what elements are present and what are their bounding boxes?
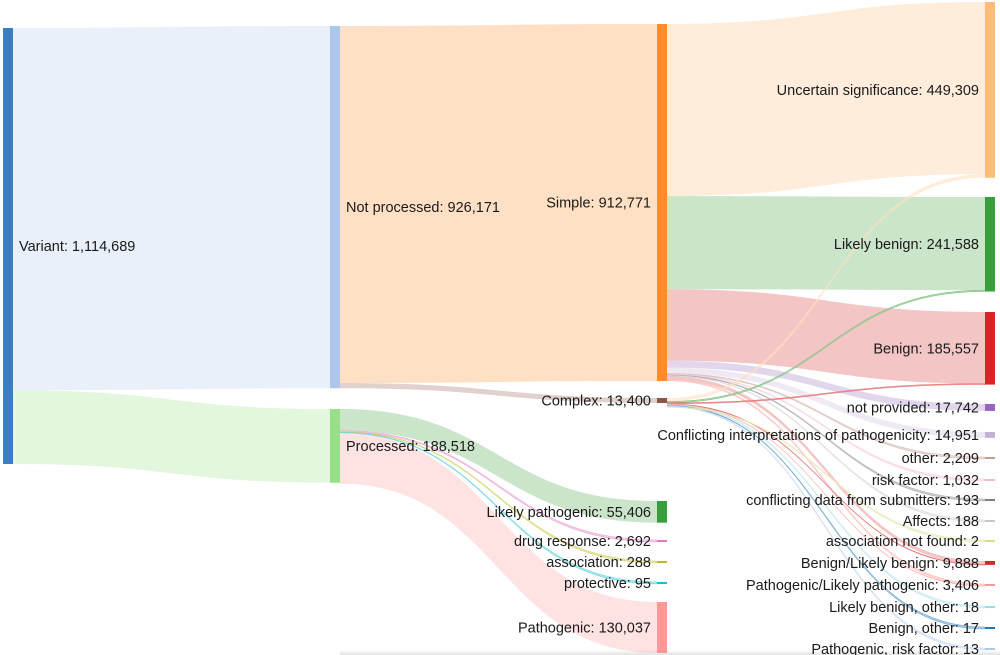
node-risk_factor xyxy=(985,479,995,481)
node-protective xyxy=(657,582,667,584)
label-likely_benign: Likely benign: 241,588 xyxy=(834,237,979,253)
link-variant-to-processed xyxy=(13,390,330,483)
label-complex: Complex: 13,400 xyxy=(541,394,651,410)
link-complex-to-path_likely_path xyxy=(666,404,986,587)
node-not_processed xyxy=(330,26,340,389)
label-conflicting_data: conflicting data from submitters: 193 xyxy=(746,493,979,509)
label-protective: protective: 95 xyxy=(564,576,651,592)
link-complex-to-uncertain xyxy=(667,174,985,402)
label-not_provided: not provided: 17,742 xyxy=(847,400,979,416)
label-path_likely_path: Pathogenic/Likely pathogenic: 3,406 xyxy=(746,578,979,594)
sankey-labels: Variant: 1,114,689 Not processed: 926,171… xyxy=(19,83,979,655)
label-association: association: 288 xyxy=(546,555,651,571)
label-risk_factor: risk factor: 1,032 xyxy=(872,473,979,489)
link-processed-to-likely_pathogenic xyxy=(340,409,657,523)
label-conflicting: Conflicting interpretations of pathogeni… xyxy=(657,428,979,444)
label-not_processed: Not processed: 926,171 xyxy=(346,200,500,216)
scroll-shadow xyxy=(340,650,1000,655)
node-drug_response xyxy=(657,540,667,542)
node-complex xyxy=(657,398,667,403)
label-likely_benign_other: Likely benign, other: 18 xyxy=(829,600,979,616)
node-other xyxy=(985,457,995,459)
node-path_risk_factor xyxy=(985,648,995,650)
link-not_processed-to-simple xyxy=(340,24,657,384)
label-benign: Benign: 185,557 xyxy=(873,341,979,357)
label-assoc_not_found: association not found: 2 xyxy=(826,534,979,550)
link-complex-to-benign_likely_benign xyxy=(666,403,986,566)
link-simple-to-benign xyxy=(667,289,985,384)
node-conflicting_data xyxy=(985,499,995,501)
link-simple-to-likely_benign xyxy=(667,196,985,291)
node-processed xyxy=(330,409,340,483)
node-not_provided xyxy=(985,404,995,411)
label-likely_pathogenic: Likely pathogenic: 55,406 xyxy=(487,505,651,521)
label-benign_likely_benign: Benign/Likely benign: 9,888 xyxy=(801,556,979,572)
label-drug_response: drug response: 2,692 xyxy=(514,534,651,550)
node-likely_benign_other xyxy=(985,606,995,608)
label-affects: Affects: 188 xyxy=(903,514,979,530)
link-simple-to-conflicting xyxy=(667,367,985,438)
node-likely_benign xyxy=(985,197,995,292)
node-simple xyxy=(657,24,667,382)
node-variant xyxy=(3,28,13,464)
node-benign_other xyxy=(985,627,995,629)
label-other: other: 2,209 xyxy=(902,451,979,467)
label-path_risk_factor: Pathogenic, risk factor: 13 xyxy=(811,642,979,655)
label-benign_other: Benign, other: 17 xyxy=(869,621,979,637)
node-affects xyxy=(985,520,995,522)
label-uncertain: Uncertain significance: 449,309 xyxy=(777,83,979,99)
link-simple-to-not_provided xyxy=(667,360,985,411)
label-processed: Processed: 188,518 xyxy=(346,439,475,455)
link-simple-to-benign_likely_benign xyxy=(667,376,985,565)
node-likely_pathogenic xyxy=(657,501,667,523)
node-pathogenic xyxy=(657,602,667,653)
link-variant-to-not_processed xyxy=(13,26,330,391)
label-variant: Variant: 1,114,689 xyxy=(19,239,135,255)
node-path_likely_path xyxy=(985,584,995,586)
label-pathogenic: Pathogenic: 130,037 xyxy=(518,620,651,636)
node-uncertain xyxy=(985,2,995,178)
node-benign xyxy=(985,312,995,385)
link-simple-to-uncertain xyxy=(667,2,985,197)
sankey-nodes xyxy=(3,2,995,653)
node-association xyxy=(657,561,667,563)
node-benign_likely_benign xyxy=(985,561,995,565)
sankey-links xyxy=(13,2,986,653)
link-processed-to-pathogenic xyxy=(340,432,657,653)
label-simple: Simple: 912,771 xyxy=(546,196,651,212)
node-assoc_not_found xyxy=(985,540,995,542)
link-not_processed-to-complex xyxy=(340,383,657,403)
node-conflicting xyxy=(985,432,995,438)
